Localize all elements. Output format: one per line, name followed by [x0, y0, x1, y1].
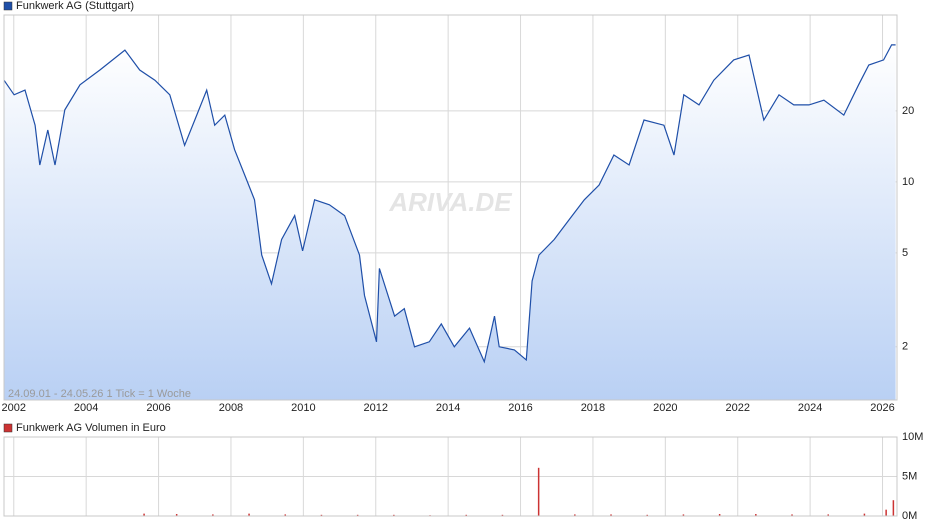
volume-bar [892, 500, 895, 516]
volume-bar [755, 514, 757, 516]
x-tick-label: 2006 [146, 402, 170, 414]
plot-frame [3, 436, 898, 517]
volume-bar [791, 514, 793, 516]
x-tick-label: 2004 [74, 402, 98, 414]
volume-bar [465, 514, 467, 516]
subtitle: 24.09.01 - 24.05.26 1 Tick = 1 Woche [8, 388, 191, 400]
volume-bar [143, 513, 145, 516]
x-tick-label: 2010 [291, 402, 315, 414]
y-tick-label: 2 [902, 341, 908, 353]
legend-label: Funkwerk AG (Stuttgart) [16, 0, 134, 12]
y-tick-label: 20 [902, 105, 914, 117]
x-tick-label: 2008 [219, 402, 243, 414]
x-tick-label: 2012 [364, 402, 388, 414]
x-tick-label: 2016 [508, 402, 532, 414]
volume-bar [718, 514, 721, 516]
legend-swatch [3, 1, 13, 11]
price-line [3, 44, 896, 364]
volume-bar [175, 514, 178, 516]
volume-bar [393, 514, 395, 516]
volume-bar [248, 513, 250, 516]
volume-bar [827, 514, 829, 516]
y-tick-label: 0M [902, 510, 917, 522]
volume-bar [610, 514, 612, 516]
x-tick-label: 2018 [581, 402, 605, 414]
x-tick-label: 2022 [725, 402, 749, 414]
legend-swatch [3, 423, 13, 433]
y-tick-label: 5M [902, 470, 917, 482]
volume-bar [863, 513, 866, 516]
x-tick-label: 2026 [870, 402, 894, 414]
volume-bar [212, 514, 214, 516]
legend-label: Funkwerk AG Volumen in Euro [16, 422, 166, 434]
volume-bar [356, 514, 359, 516]
y-tick-label: 10M [902, 431, 923, 443]
y-tick-label: 5 [902, 247, 908, 259]
x-tick-label: 2002 [2, 402, 26, 414]
price-area [4, 44, 896, 401]
volume-bar [574, 514, 576, 516]
plot-frame [3, 14, 898, 401]
watermark: ARIVA.DE [388, 187, 512, 217]
volume-bar [537, 467, 540, 516]
volume-bar [501, 514, 504, 516]
volume-bar [646, 514, 648, 516]
x-tick-label: 2024 [798, 402, 822, 414]
volume-bar [284, 514, 287, 516]
volume-bar [682, 514, 685, 516]
volume-bar [885, 509, 887, 516]
x-tick-label: 2020 [653, 402, 677, 414]
y-tick-label: 10 [902, 176, 914, 188]
volume-bar [320, 514, 323, 516]
x-tick-label: 2014 [436, 402, 460, 414]
